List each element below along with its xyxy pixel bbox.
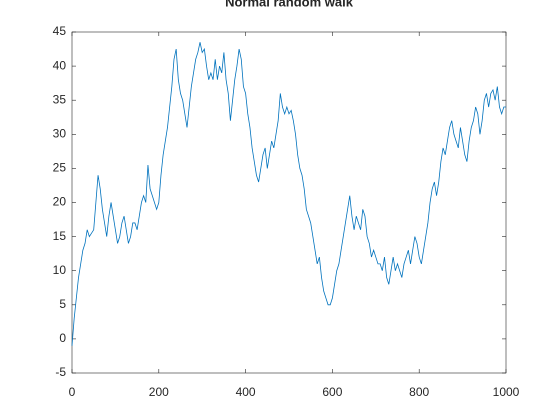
x-tick-label: 800: [409, 385, 429, 399]
y-tick-label: 20: [53, 195, 67, 209]
y-tick-label: 15: [53, 229, 67, 243]
x-tick-label: 1000: [493, 385, 520, 399]
x-tick-label: 0: [69, 385, 76, 399]
y-tick-label: 0: [59, 331, 66, 345]
y-tick-label: 40: [53, 58, 67, 72]
y-tick-label: -5: [55, 365, 66, 379]
x-tick-label: 600: [322, 385, 342, 399]
y-tick-label: 35: [53, 92, 67, 106]
y-tick-label: 10: [53, 263, 67, 277]
chart-title: Normal random walk: [225, 0, 354, 9]
x-tick-label: 400: [236, 385, 256, 399]
x-tick-label: 200: [149, 385, 169, 399]
data-line: [71, 42, 506, 346]
y-tick-label: 30: [53, 126, 67, 140]
y-tick-label: 5: [59, 297, 66, 311]
y-tick-label: 45: [53, 24, 67, 38]
y-tick-label: 25: [53, 161, 67, 175]
